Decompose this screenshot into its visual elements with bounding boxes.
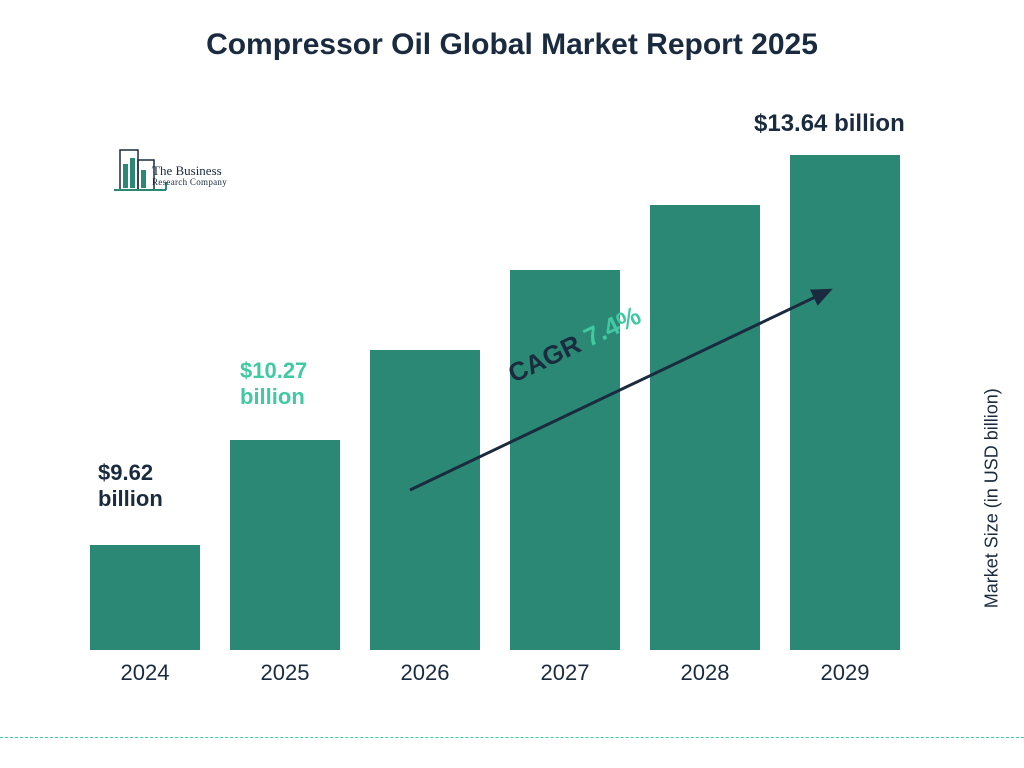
value-label-0: $9.62billion [98,460,163,513]
bar-2029 [790,155,900,650]
x-label-2028: 2028 [650,660,760,686]
y-axis-title: Market Size (in USD billion) [982,388,1003,608]
bar-chart: 202420252026202720282029 CAGR 7.4% [90,120,920,680]
x-label-2026: 2026 [370,660,480,686]
x-label-2029: 2029 [790,660,900,686]
bottom-dashed-line [0,737,1024,738]
bar-2024 [90,545,200,650]
x-label-2025: 2025 [230,660,340,686]
value-label-2: $13.64 billion [754,110,905,139]
value-label-1: $10.27billion [240,358,307,411]
bar-2025 [230,440,340,650]
chart-title: Compressor Oil Global Market Report 2025 [0,28,1024,62]
bar-2028 [650,205,760,650]
chart-title-text: Compressor Oil Global Market Report 2025 [206,28,818,61]
bar-2026 [370,350,480,650]
x-label-2027: 2027 [510,660,620,686]
x-label-2024: 2024 [90,660,200,686]
